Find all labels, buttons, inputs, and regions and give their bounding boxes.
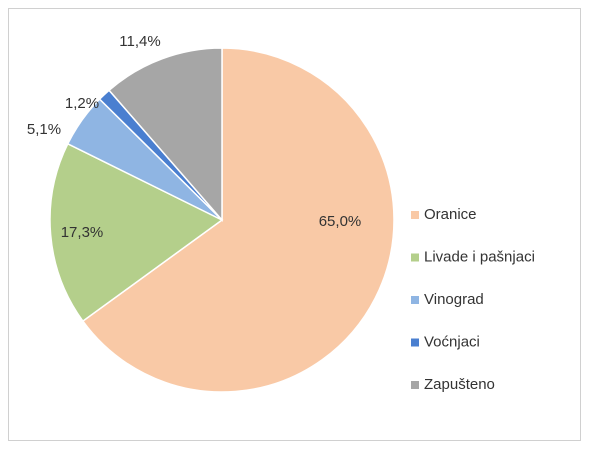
legend-swatch bbox=[411, 296, 419, 304]
data-label: 1,2% bbox=[65, 95, 99, 112]
pie-slice bbox=[108, 47, 223, 223]
legend-swatch bbox=[411, 253, 419, 262]
legend-label: Livade i pašnjaci bbox=[424, 248, 535, 265]
legend-swatch bbox=[411, 381, 419, 389]
data-label: 65,0% bbox=[319, 213, 362, 230]
legend-label: Voćnjaci bbox=[424, 333, 480, 350]
legend-swatch bbox=[411, 338, 419, 347]
pie-slice bbox=[81, 47, 395, 393]
pie-slice bbox=[49, 142, 224, 323]
legend-label: Zapušteno bbox=[424, 376, 495, 393]
data-label: 5,1% bbox=[27, 121, 61, 138]
legend-label: Vinograd bbox=[424, 291, 484, 308]
data-label: 17,3% bbox=[61, 224, 104, 241]
legend-swatch bbox=[411, 211, 419, 219]
legend-label: Oranice bbox=[424, 206, 477, 223]
data-label: 11,4% bbox=[119, 33, 160, 50]
